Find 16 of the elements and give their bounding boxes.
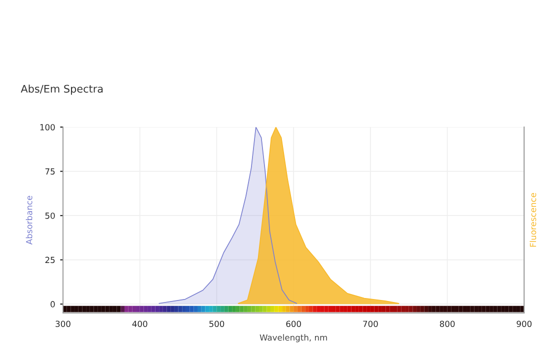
y-tick-label: 25	[45, 256, 55, 264]
x-tick-label: 800	[440, 320, 455, 328]
y-tick-label: 50	[45, 212, 55, 219]
x-tick-label: 300	[56, 320, 70, 328]
x-tick-label: 700	[363, 320, 378, 328]
x-axis-title: Wavelength, nm	[260, 334, 327, 342]
y-tick-label: 100	[40, 124, 55, 130]
chart-title: Abs/Em Spectra	[20, 84, 103, 95]
x-tick-label: 500	[209, 320, 224, 328]
y-axis-title: Absorbance	[26, 196, 32, 245]
x-tick-label: 400	[132, 320, 148, 328]
x-tick-label: 600	[286, 320, 301, 328]
y-tick-label: 0	[50, 301, 55, 308]
y-tick-label: 75	[45, 168, 55, 175]
x-tick-label: 900	[516, 320, 532, 328]
y2-axis-title: Fluorescence	[530, 193, 536, 247]
